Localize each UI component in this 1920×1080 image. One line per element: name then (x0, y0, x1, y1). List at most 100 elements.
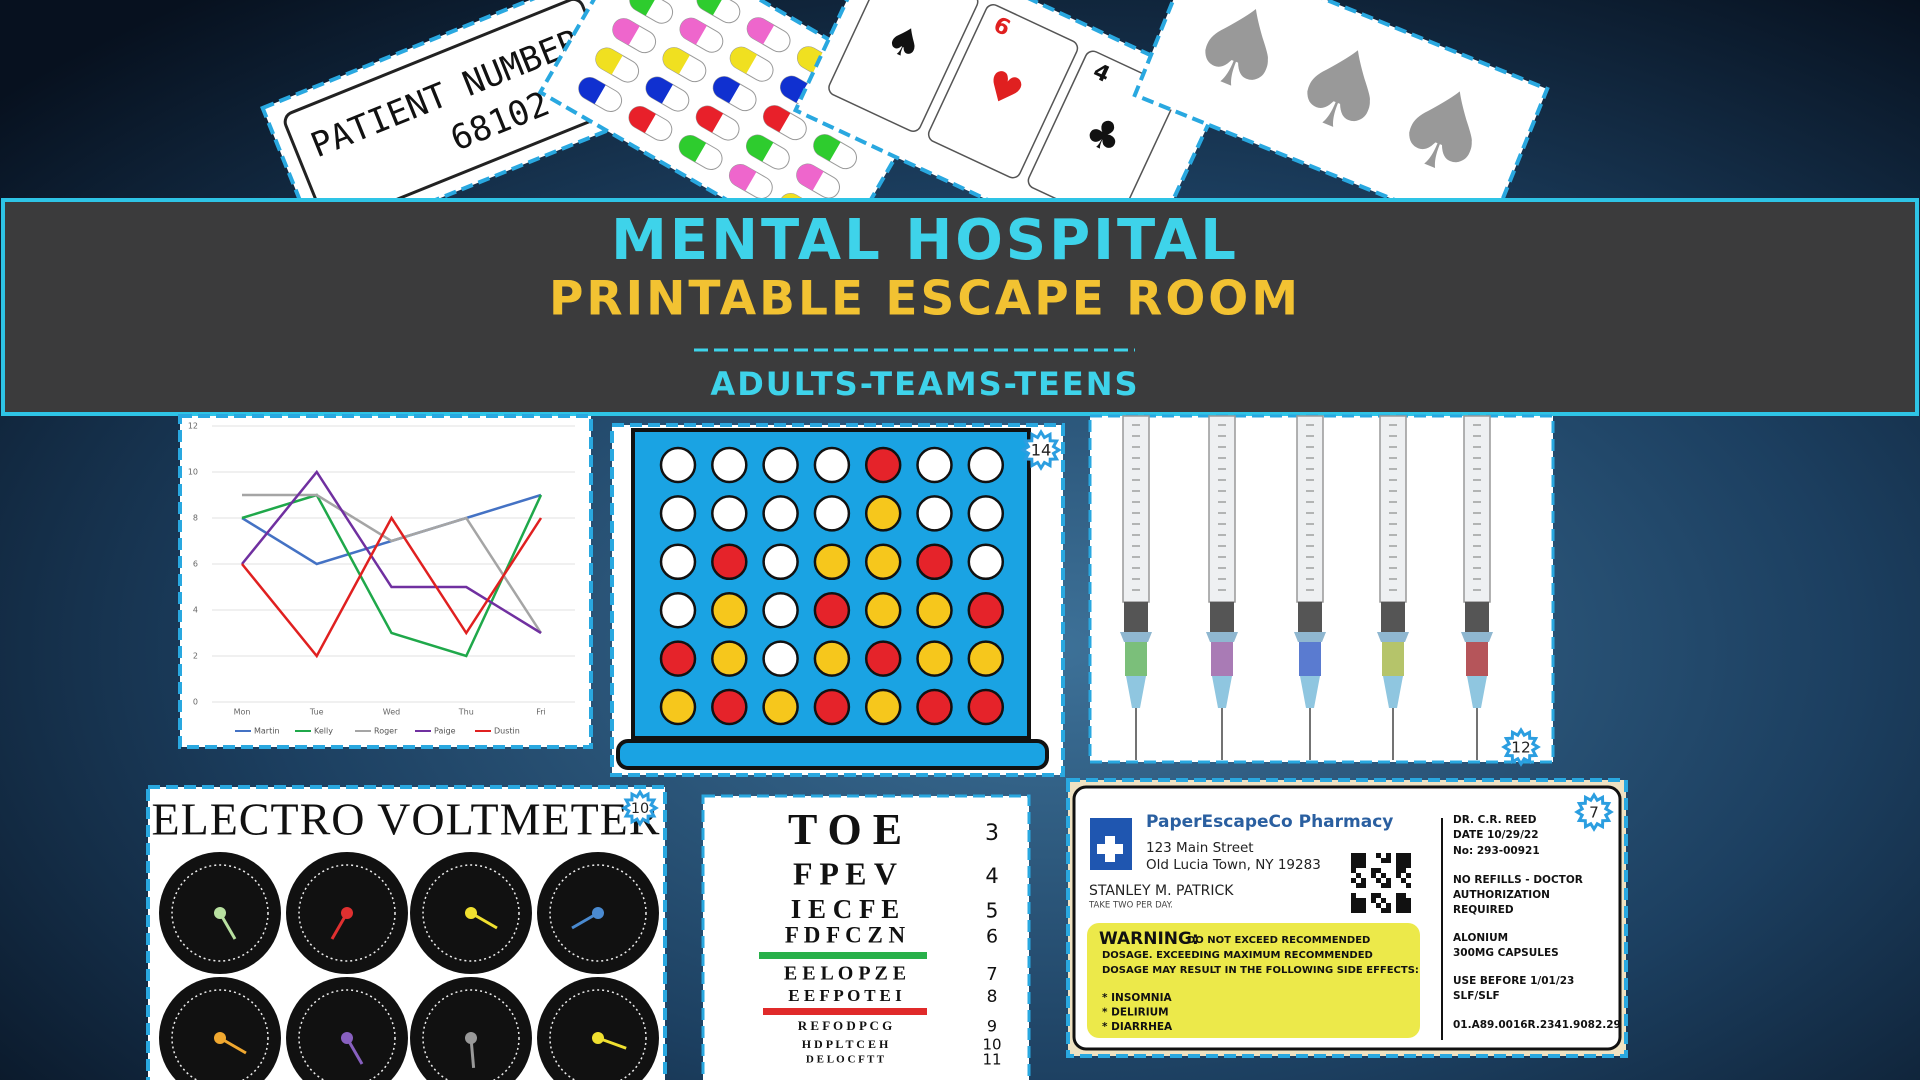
badge-number: 10 (631, 801, 649, 817)
patient-instructions: TAKE TWO PER DAY. (1088, 901, 1173, 911)
eye-chart-line-number: 9 (987, 1017, 997, 1036)
voltmeter-title: ELECTRO VOLTMETER (152, 794, 661, 845)
disc (916, 446, 953, 484)
legend-label: Roger (374, 727, 398, 736)
gauge-ring (549, 989, 647, 1080)
qr-cell (1406, 853, 1411, 858)
qr-cell (1376, 893, 1381, 898)
syringe-plunger (1298, 602, 1322, 632)
syringe-hub (1125, 642, 1147, 676)
syringe-hub (1299, 642, 1321, 676)
syringe-neck (1377, 632, 1409, 642)
disc (967, 543, 1005, 581)
pill-half (663, 47, 690, 75)
qr-cell (1396, 868, 1401, 873)
warning-text: DOSAGE MAY RESULT IN THE FOLLOWING SIDE … (1102, 965, 1419, 976)
eye-chart-green-bar (759, 952, 927, 959)
badge-star (1020, 429, 1062, 471)
badge-star (1501, 727, 1541, 767)
x-tick-label: Wed (383, 708, 400, 717)
syringe-neck (1206, 632, 1238, 642)
eye-chart-letters: D E L O C F T T (806, 1054, 885, 1066)
prescription-detail: No: 293-00921 (1453, 845, 1540, 857)
gauge-ring (422, 989, 520, 1080)
pill-half (713, 76, 741, 104)
qr-cell (1361, 883, 1366, 888)
disc (659, 688, 697, 726)
qr-cell (1406, 898, 1411, 903)
qr-cell (1351, 853, 1356, 858)
eye-chart-letters: R E F O D P C G (798, 1018, 893, 1033)
qr-cell (1351, 863, 1356, 868)
y-tick-label: 2 (193, 652, 198, 661)
eye-chart-line-number: 11 (982, 1051, 1001, 1069)
syringe-cone (1467, 676, 1487, 708)
disc (659, 446, 697, 484)
qr-cell (1371, 898, 1376, 903)
gauge-hub (214, 907, 226, 919)
syringe-barrel (1379, 415, 1407, 603)
qr-cell (1361, 853, 1366, 858)
disc (711, 543, 748, 581)
qr-cell (1356, 863, 1361, 868)
qr-cell (1386, 883, 1391, 888)
warning-text: DOSAGE. EXCEEDING MAXIMUM RECOMMENDED (1102, 950, 1373, 961)
qr-cell (1381, 883, 1386, 888)
eye-chart-line-number: 6 (986, 926, 998, 948)
line-series (242, 493, 543, 634)
spade-card: ♠♠♠ (1132, 0, 1550, 240)
disc (762, 640, 799, 677)
disc (916, 591, 953, 629)
qr-cell (1396, 893, 1401, 898)
eye-chart-letters: I E C F E (791, 894, 900, 924)
eye-chart-red-bar (763, 1008, 927, 1015)
qr-cell (1401, 853, 1406, 858)
pill-half (629, 106, 656, 134)
badge-number: 7 (1589, 804, 1599, 822)
legend-label: Martin (254, 727, 280, 736)
qr-cell (1386, 878, 1391, 883)
pharmacy-address: Old Lucia Town, NY 19283 (1146, 857, 1321, 873)
qr-cell (1396, 908, 1401, 913)
chart-panel (178, 414, 593, 749)
banner (1, 198, 1919, 416)
qr-cell (1356, 873, 1361, 878)
patient-name: STANLEY M. PATRICK (1089, 883, 1234, 899)
disc (813, 543, 851, 581)
disc (659, 640, 697, 677)
pill-half (595, 48, 623, 75)
qr-cell (1401, 903, 1406, 908)
qr-cell (1401, 863, 1406, 868)
gauge-ring (171, 989, 269, 1080)
playing-card (927, 4, 1079, 179)
qr-cell (1401, 893, 1406, 898)
qr-cell (1361, 863, 1366, 868)
qr-cell (1376, 903, 1381, 908)
prescription-detail: ALONIUM (1453, 932, 1508, 944)
disc (864, 446, 902, 484)
qr-cell (1371, 873, 1376, 878)
disc (711, 688, 748, 726)
badge-number: 14 (1031, 441, 1052, 460)
y-tick-label: 12 (188, 422, 198, 431)
qr-cell (1376, 868, 1381, 873)
qr-cell (1356, 903, 1361, 908)
gauge-outer (286, 977, 408, 1080)
qr-cell (1351, 858, 1356, 863)
pill-half (629, 0, 657, 16)
syringe-barrel (1208, 415, 1236, 603)
y-tick-label: 10 (188, 468, 198, 477)
syringe-cone (1383, 676, 1403, 708)
gauge-hub (592, 907, 604, 919)
qr-cell (1376, 878, 1381, 883)
prescription-detail: USE BEFORE 1/01/23 (1453, 975, 1574, 987)
disc (864, 543, 902, 581)
warning-head: WARNING: (1099, 929, 1199, 949)
disc (762, 446, 799, 484)
pill-half (680, 18, 707, 45)
badge-star (621, 789, 659, 827)
disc (711, 446, 748, 484)
x-tick-label: Mon (234, 708, 251, 717)
qr-cell (1361, 898, 1366, 903)
